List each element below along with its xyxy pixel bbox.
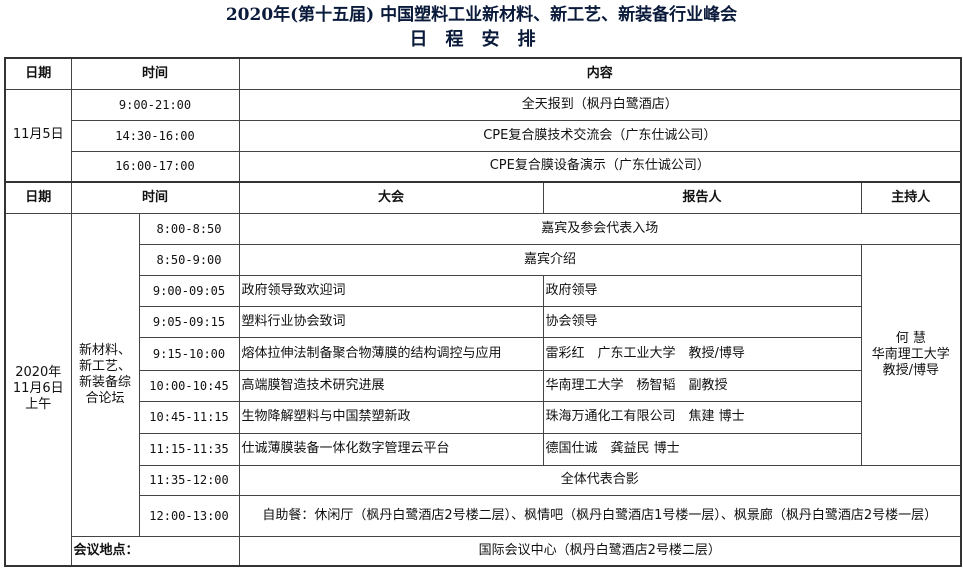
header-date: 日期 <box>4 57 72 90</box>
speaker-cell: 珠海万通化工有限公司 焦建 博士 <box>542 400 862 434</box>
venue-value: 国际会议中心（枫丹白鹭酒店2号楼二层） <box>238 535 962 567</box>
content-cell: 嘉宾及参会代表入场 <box>238 212 962 245</box>
table-row: 2020年11月6日上午 新材料、新工艺、新装备综合论坛 8:00-8:50 嘉… <box>4 212 962 567</box>
time-cell: 9:05-09:15 <box>138 305 240 338</box>
time-cell: 14:30-16:00 <box>70 119 240 152</box>
session-cell: 塑料行业协会致词 <box>238 305 544 338</box>
speaker-cell: 雷彩红 广东工业大学 教授/博导 <box>542 336 862 371</box>
time-cell: 8:00-8:50 <box>138 212 240 245</box>
table-row: 12:00-13:00 自助餐：休闲厅（枫丹白鹭酒店2号楼二层）、枫情吧（枫丹白… <box>5 494 962 537</box>
table-row: 11:35-12:00 全体代表合影 <box>5 464 962 496</box>
forum-cell: 新材料、新工艺、新装备综合论坛 <box>70 212 140 537</box>
speaker-cell: 德国仕诚 龚益民 博士 <box>542 432 862 466</box>
table-row: 10:45-11:15 生物降解塑料与中国禁塑新政 珠海万通化工有限公司 焦建 … <box>5 400 961 434</box>
time-cell: 12:00-13:00 <box>138 494 240 537</box>
table-row: 14:30-16:00 CPE复合膜技术交流会（广东仕诚公司） <box>5 119 962 152</box>
header-session: 大会 <box>238 181 544 214</box>
host-cell: 何 慧 华南理工大学 教授/博导 <box>860 243 962 466</box>
content-cell: 全天报到（枫丹白鹭酒店） <box>238 88 962 121</box>
table-row: 9:15-10:00 熔体拉伸法制备聚合物薄膜的结构调控与应用 雷彩红 广东工业… <box>5 336 961 371</box>
time-cell: 9:15-10:00 <box>138 336 240 371</box>
header-date: 日期 <box>4 181 72 214</box>
session-cell: 生物降解塑料与中国禁塑新政 <box>238 400 544 434</box>
time-cell: 8:50-9:00 <box>138 243 240 276</box>
speaker-cell: 华南理工大学 杨智韬 副教授 <box>542 369 862 402</box>
host-title: 教授/博导 <box>882 362 939 378</box>
time-cell: 11:35-12:00 <box>138 464 240 496</box>
date-cell: 11月5日 <box>4 88 72 183</box>
session-cell: 仕诚薄膜装备一体化数字管理云平台 <box>238 432 544 466</box>
venue-label: 会议地点： <box>70 535 240 567</box>
host-name: 何 慧 <box>895 330 926 346</box>
speaker-cell: 政府领导 <box>542 274 862 307</box>
page-subtitle: 日程安排 <box>409 29 554 50</box>
content-cell: 自助餐：休闲厅（枫丹白鹭酒店2号楼二层）、枫情吧（枫丹白鹭酒店1号楼一层）、枫景… <box>238 494 962 537</box>
table-row: 9:05-09:15 塑料行业协会致词 协会领导 <box>5 305 961 338</box>
time-cell: 9:00-09:05 <box>138 274 240 307</box>
venue-row: 会议地点： 国际会议中心（枫丹白鹭酒店2号楼二层） <box>5 535 962 567</box>
content-cell: 嘉宾介绍 <box>238 243 862 276</box>
header-speaker: 报告人 <box>542 181 862 214</box>
table-row: 10:00-10:45 高端膜智造技术研究进展 华南理工大学 杨智韬 副教授 <box>5 369 961 402</box>
time-cell: 16:00-17:00 <box>70 150 240 183</box>
table-row: 11月5日 9:00-21:00 全天报到（枫丹白鹭酒店） <box>4 88 962 183</box>
speaker-cell: 协会领导 <box>542 305 862 338</box>
table-row: 9:00-09:05 政府领导致欢迎词 政府领导 <box>5 274 961 307</box>
host-org: 华南理工大学 <box>871 346 950 362</box>
time-cell: 11:15-11:35 <box>138 432 240 466</box>
session-cell: 政府领导致欢迎词 <box>238 274 544 307</box>
header-time: 时间 <box>70 181 240 214</box>
session-cell: 高端膜智造技术研究进展 <box>238 369 544 402</box>
schedule-table: 日期 时间 内容 11月5日 9:00-21:00 全天报到（枫丹白鹭酒店） 1… <box>4 57 963 567</box>
header-host: 主持人 <box>860 181 962 214</box>
time-cell: 9:00-21:00 <box>70 88 240 121</box>
page-title: 2020年(第十五届) 中国塑料工业新材料、新工艺、新装备行业峰会 <box>225 5 738 25</box>
time-cell: 10:00-10:45 <box>138 369 240 402</box>
session-cell: 熔体拉伸法制备聚合物薄膜的结构调控与应用 <box>238 336 544 371</box>
date-cell: 2020年11月6日上午 <box>4 212 72 567</box>
content-cell: CPE复合膜设备演示（广东仕诚公司） <box>238 150 962 183</box>
header-content: 内容 <box>238 57 962 90</box>
content-cell: CPE复合膜技术交流会（广东仕诚公司） <box>238 119 962 152</box>
header-time: 时间 <box>70 57 240 90</box>
table-row: 8:50-9:00 嘉宾介绍 何 慧 华南理工大学 教授/博导 <box>5 243 962 466</box>
time-cell: 10:45-11:15 <box>138 400 240 434</box>
section1-header: 日期 时间 内容 <box>4 57 962 90</box>
section2-header: 日期 时间 大会 报告人 主持人 <box>4 181 962 214</box>
content-cell: 全体代表合影 <box>238 464 962 496</box>
table-row: 16:00-17:00 CPE复合膜设备演示（广东仕诚公司） <box>5 150 962 183</box>
table-row: 11:15-11:35 仕诚薄膜装备一体化数字管理云平台 德国仕诚 龚益民 博士 <box>5 432 961 466</box>
